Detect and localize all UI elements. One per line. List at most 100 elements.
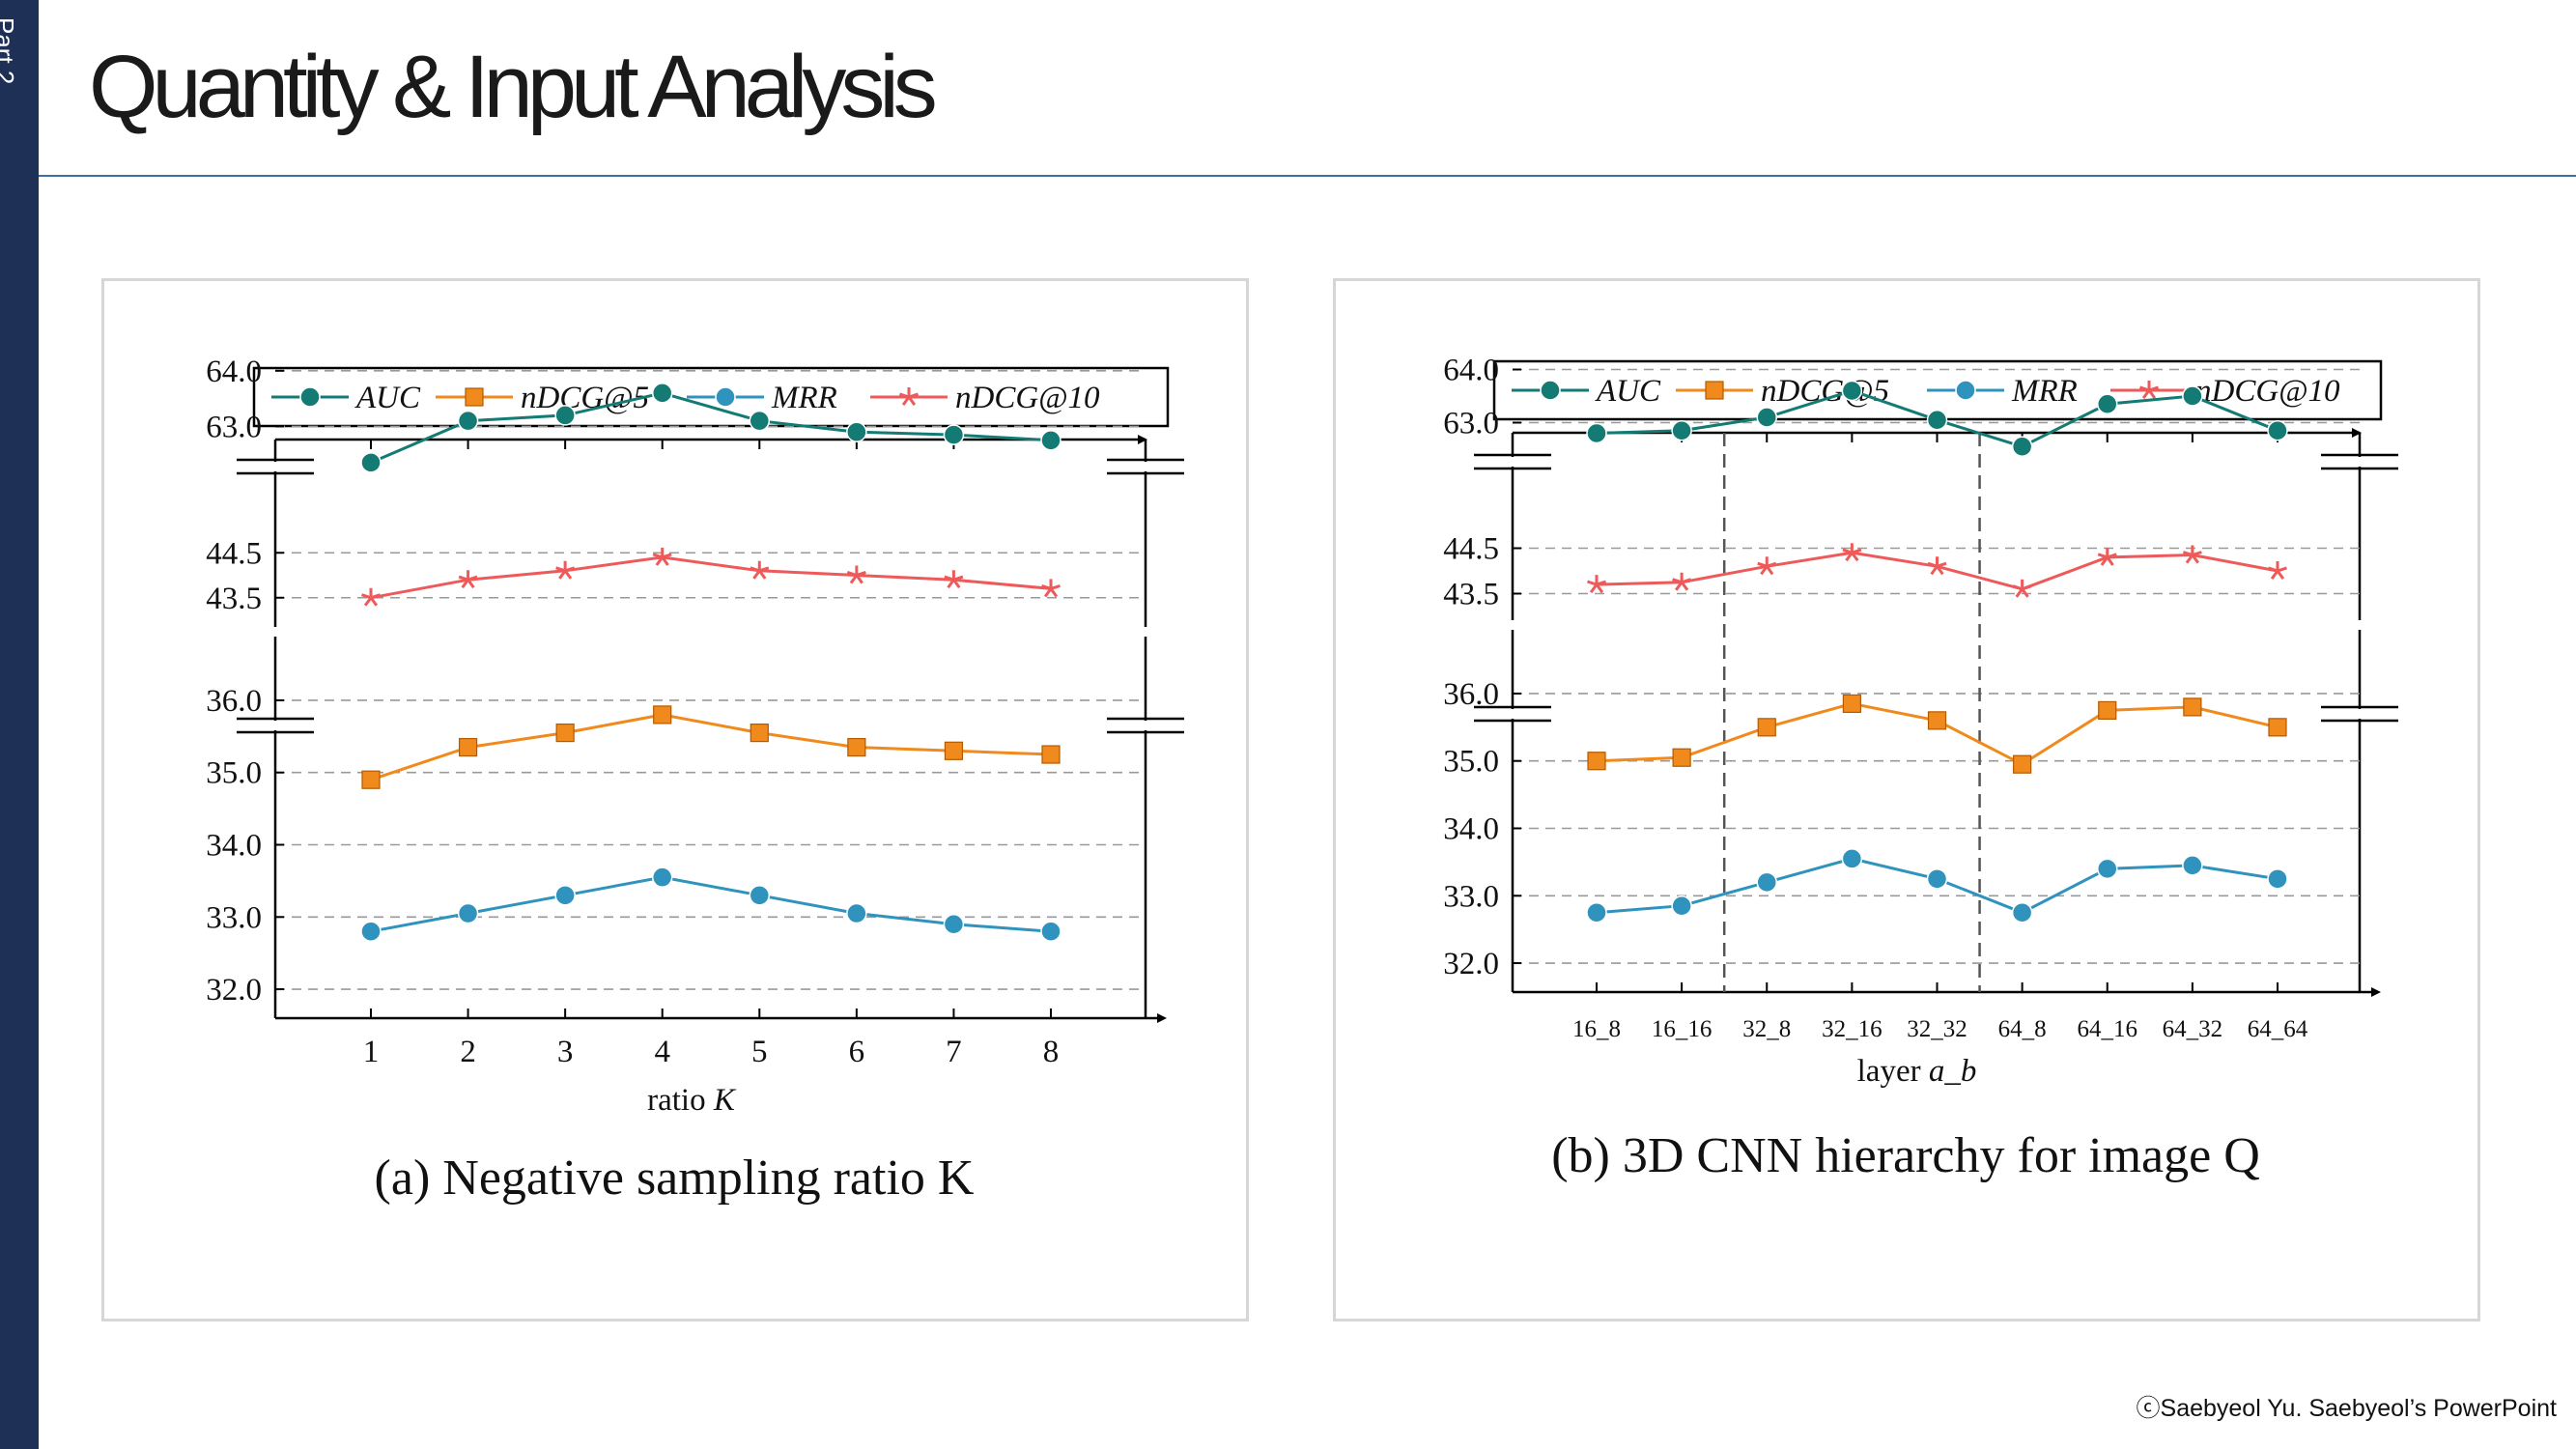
series-ndcg-5 bbox=[361, 705, 1061, 789]
part-label: Part 2 bbox=[0, 17, 19, 84]
x-tick-label: 64_8 bbox=[1998, 1016, 2047, 1042]
y-tick-label: 32.0 bbox=[1443, 947, 1499, 981]
top-axis-arrow bbox=[2352, 428, 2362, 438]
plot-frame bbox=[237, 435, 1184, 1023]
data-point-mrr bbox=[1671, 895, 1692, 917]
x-tick-label: 64_16 bbox=[2078, 1016, 2138, 1042]
x-tick-label: 64_32 bbox=[2163, 1016, 2223, 1042]
data-point-mrr bbox=[360, 921, 382, 942]
part-label-container: Part 2 bbox=[0, 0, 39, 126]
legend-marker-auc bbox=[1540, 380, 1561, 401]
legend: AUC nDCG@5 MRR nDCG@10 bbox=[252, 366, 1170, 428]
y-tick-label: 33.0 bbox=[206, 900, 262, 935]
legend-marker-ndcg-5 bbox=[1705, 381, 1724, 400]
x-tick-label: 16_16 bbox=[1652, 1016, 1713, 1042]
data-point-ndcg-10 bbox=[652, 547, 672, 566]
series-line-ndcg-10 bbox=[370, 555, 1052, 600]
sidebar: Part 2 bbox=[0, 0, 39, 1449]
y-tick-label: 34.0 bbox=[206, 829, 262, 864]
legend-marker-ndcg-10 bbox=[899, 387, 919, 406]
legend-marker-auc bbox=[299, 386, 321, 408]
data-point-mrr bbox=[1040, 921, 1062, 942]
grid: 64.0 63.0 44.5 43.5 36.0 35.0 34.0 33.0 32.0 bbox=[206, 355, 1146, 1008]
data-point-ndcg-10 bbox=[1672, 572, 1692, 591]
data-point-ndcg-10 bbox=[2182, 545, 2202, 564]
y-tick-label: 64.0 bbox=[1443, 354, 1499, 388]
data-point-ndcg-5 bbox=[1041, 745, 1061, 764]
y-tick-label: 35.0 bbox=[206, 756, 262, 791]
x-axis: 1 2 3 4 5 6 7 8 bbox=[363, 440, 1059, 1069]
data-point-ndcg-5 bbox=[2098, 700, 2117, 720]
legend: AUC nDCG@5 MRR nDCG@10 bbox=[1492, 359, 2383, 421]
series-line-auc bbox=[370, 391, 1052, 465]
legend-label-mrr: MRR bbox=[2011, 374, 2078, 409]
grid: 64.0 63.0 44.5 43.5 36.0 35.0 34.0 33.0 32.0 bbox=[1443, 354, 2360, 981]
data-point-auc bbox=[1756, 407, 1777, 428]
data-point-auc bbox=[554, 405, 576, 426]
data-point-ndcg-10 bbox=[750, 560, 770, 580]
data-point-auc bbox=[1671, 420, 1692, 441]
data-point-ndcg-10 bbox=[555, 560, 576, 580]
legend-marker-ndcg-10 bbox=[2139, 381, 2159, 399]
data-point-ndcg-5 bbox=[1842, 694, 1861, 714]
data-point-ndcg-5 bbox=[2013, 754, 2032, 774]
data-point-auc bbox=[457, 410, 479, 432]
y-tick-label: 64.0 bbox=[206, 355, 262, 389]
chart-panel-a: AUC nDCG@5 MRR nDCG@10 64.0 63.0 44.5 43.5 36.0 3… bbox=[101, 278, 1249, 1321]
x-tick-label: 32_8 bbox=[1742, 1016, 1791, 1042]
y-tick-label: 36.0 bbox=[206, 684, 262, 719]
data-point-ndcg-5 bbox=[2268, 718, 2287, 737]
x-tick-label: 32_32 bbox=[1907, 1016, 1967, 1042]
chart-a: AUC nDCG@5 MRR nDCG@1064.063.044.543.536.03… bbox=[206, 355, 1184, 1206]
x-tick-label: 1 bbox=[363, 1035, 380, 1069]
x-tick-label: 7 bbox=[946, 1035, 962, 1069]
data-point-mrr bbox=[457, 902, 479, 924]
page-title: Quantity & Input Analysis bbox=[89, 38, 938, 136]
legend-label-auc: AUC bbox=[1595, 374, 1661, 409]
x-axis-arrow bbox=[1157, 1013, 1167, 1023]
title-divider bbox=[39, 175, 2576, 177]
series-line-mrr bbox=[370, 875, 1052, 933]
data-point-ndcg-10 bbox=[944, 570, 964, 589]
series-mrr bbox=[1586, 848, 2288, 923]
chart-panel-b: AUC nDCG@5 MRR nDCG@10 64.0 63.0 44.5 43.5 36.0 3… bbox=[1333, 278, 2480, 1321]
y-tick-label: 63.0 bbox=[206, 410, 262, 444]
data-point-mrr bbox=[749, 885, 771, 906]
plot-frame bbox=[1474, 428, 2398, 997]
y-tick-label: 44.5 bbox=[206, 536, 262, 571]
data-point-ndcg-5 bbox=[944, 741, 964, 760]
data-point-ndcg-10 bbox=[2097, 547, 2117, 566]
y-tick-label: 63.0 bbox=[1443, 407, 1499, 441]
legend-label-ndcg-10: nDCG@10 bbox=[955, 381, 1100, 415]
data-point-auc bbox=[749, 410, 771, 432]
x-tick-label: 5 bbox=[751, 1035, 768, 1069]
data-point-auc bbox=[2097, 393, 2118, 414]
data-point-ndcg-10 bbox=[361, 587, 381, 607]
data-point-ndcg-5 bbox=[1757, 718, 1776, 737]
data-point-mrr bbox=[2011, 901, 2033, 923]
legend-label-auc: AUC bbox=[354, 381, 421, 415]
data-point-auc bbox=[1586, 422, 1607, 444]
y-tick-label: 36.0 bbox=[1443, 677, 1499, 712]
data-point-ndcg-5 bbox=[1672, 748, 1691, 767]
y-tick-label: 43.5 bbox=[1443, 578, 1499, 612]
data-point-ndcg-10 bbox=[1842, 543, 1862, 562]
data-point-ndcg-10 bbox=[2012, 579, 2032, 598]
legend-marker-ndcg-5 bbox=[465, 387, 484, 407]
data-point-ndcg-5 bbox=[2183, 697, 2202, 717]
data-point-ndcg-5 bbox=[847, 737, 866, 757]
data-point-ndcg-5 bbox=[1927, 711, 1947, 730]
data-point-auc bbox=[2267, 420, 2288, 441]
data-point-mrr bbox=[2267, 868, 2288, 890]
data-point-ndcg-10 bbox=[1757, 556, 1777, 576]
x-axis: 16_8 16_16 32_8 32_16 32_32 64_8 64_16 64_32 64_… bbox=[1572, 433, 2308, 1042]
data-point-ndcg-10 bbox=[846, 565, 866, 584]
y-tick-label: 33.0 bbox=[1443, 879, 1499, 914]
data-point-mrr bbox=[2182, 855, 2203, 876]
x-axis-label: layer a_b bbox=[1857, 1054, 1977, 1089]
data-point-auc bbox=[1926, 410, 1948, 431]
chart-caption: (a) Negative sampling ratio K bbox=[375, 1151, 975, 1206]
series-ndcg-10 bbox=[1587, 543, 2287, 598]
series-line-ndcg-5 bbox=[370, 713, 1052, 781]
data-point-mrr bbox=[943, 914, 965, 935]
